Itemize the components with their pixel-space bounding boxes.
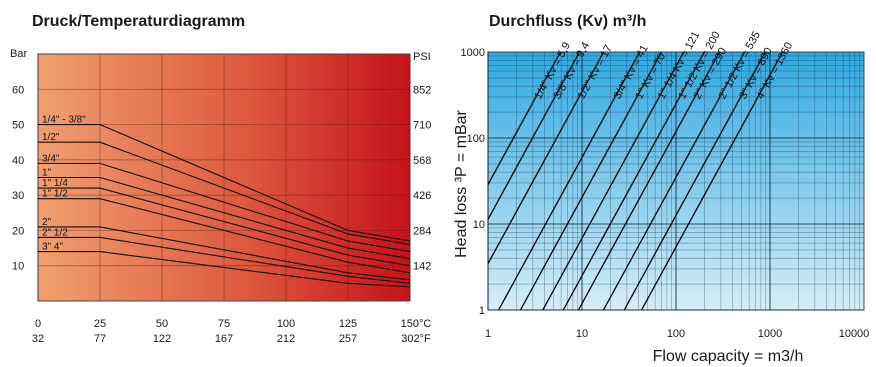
kv-line [519,51,663,311]
curve-label: 1" [42,168,52,179]
y-tick-psi: 426 [413,190,431,202]
right-y-unit: PSI [413,51,431,63]
x-tick-celsius: 0 [35,318,41,330]
pressure-curve [38,251,411,288]
pressure-curve [38,141,411,246]
kv-line [577,51,721,311]
curve-label: 2" 1/2 [42,227,68,238]
curve-label: 1/4" - 3/8" [42,115,86,126]
pressure-curve [38,176,411,260]
x-tick: 1 [485,328,491,340]
y-tick: 1000 [461,47,485,59]
pressure-curve [38,162,411,253]
y-tick: 10 [473,219,485,231]
pressure-curve [38,187,411,267]
y-tick-bar: 20 [12,225,24,237]
right-x-axis-label: Flow capacity = m3/h [653,348,804,365]
y-tick-bar: 50 [12,120,24,132]
x-tick-celsius: 150°C [401,318,432,330]
x-tick: 10000 [839,328,870,340]
y-tick-psi: 710 [413,120,431,132]
kv-line [623,51,766,311]
y-tick-bar: 60 [12,84,24,96]
x-tick-fahrenheit: 122 [153,333,171,345]
kv-line [498,51,641,311]
y-tick-bar: 10 [12,261,24,273]
x-tick-celsius: 125 [339,318,357,330]
x-tick-fahrenheit: 212 [277,333,295,345]
y-tick-psi: 852 [413,84,431,96]
left-curve-labels: 1/4" - 3/8" 1/2" 3/4" 1"1" 1/41" 1/2 2"2" 1/… [42,115,86,253]
x-tick-fahrenheit: 77 [94,333,106,345]
kv-line [602,51,746,311]
y-tick-bar: 30 [12,190,24,202]
curve-label: 1/2" [42,132,60,143]
kv-line [487,51,605,264]
curve-label: 1" 1/2 [42,189,68,200]
left-chart: 1/4" - 3/8" 1/2" 3/4" 1"1" 1/41" 1/2 2"2" 1/… [10,48,431,345]
x-tick-fahrenheit: 32 [32,333,44,345]
x-tick: 1000 [758,328,782,340]
x-tick: 10 [576,328,588,340]
right-chart: 1/4" Kv = 5,93/8" Kv = 9,41/2" Kv = 173/… [453,30,869,365]
curve-label: 1" 1/4 [42,178,68,189]
x-tick: 100 [667,328,685,340]
pressure-curve [38,124,411,242]
left-y-unit: Bar [10,48,27,60]
right-y-ticks: 1000 100 10 1 [461,47,485,317]
x-tick-celsius: 75 [218,318,230,330]
curve-label: 2" [42,217,52,228]
x-tick-fahrenheit: 257 [339,333,357,345]
right-y-axis-label: Head loss ³P = mBar [453,109,470,257]
y-tick-psi: 568 [413,155,431,167]
left-x-ticks: 0 25 50 75 100 125 150°C 32 77 122 167 212 257 302°F [32,318,432,345]
left-y-ticks-psi: 852 710 568 426 284 142 [413,84,431,272]
y-tick: 100 [467,133,485,145]
x-tick-celsius: 100 [277,318,295,330]
kv-line [542,51,685,311]
pressure-curve [38,198,411,274]
right-kv-lines [487,51,784,311]
right-x-ticks: 1 10 100 1000 10000 [485,328,869,340]
left-chart-title: Druck/Temperaturdiagramm [32,13,245,30]
x-tick-fahrenheit: 167 [215,333,233,345]
x-tick-celsius: 50 [156,318,168,330]
kv-line [487,51,562,185]
x-tick-celsius: 25 [94,318,106,330]
pressure-curve [38,226,411,281]
right-grid [487,52,864,311]
x-tick-fahrenheit: 302°F [401,333,431,345]
right-chart-title: Durchfluss (Kv) m³/h [489,13,646,30]
pressure-curve [38,236,411,284]
y-tick: 1 [479,305,485,317]
kv-line [487,51,581,220]
left-pressure-curves [38,124,411,288]
y-tick-psi: 284 [413,225,431,237]
curve-label: 3" 4" [42,242,63,253]
left-y-ticks-bar: 60 50 40 30 20 10 [12,84,24,272]
kv-line [640,51,784,311]
kv-line [562,51,705,311]
curve-label: 3/4" [42,153,60,164]
y-tick-psi: 142 [413,261,431,273]
y-tick-bar: 40 [12,155,24,167]
